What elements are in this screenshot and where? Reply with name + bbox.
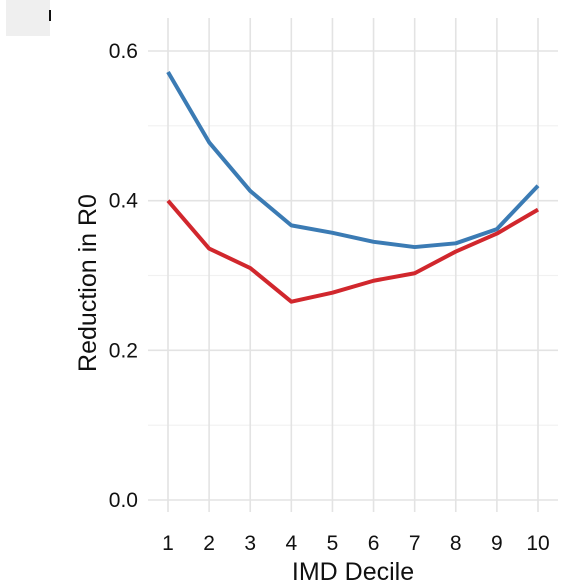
grid-minor — [148, 125, 558, 426]
x-tick-label: 8 — [450, 532, 462, 555]
x-tick-label: 7 — [409, 532, 421, 555]
grid-major — [148, 18, 558, 512]
series-layer — [166, 70, 540, 304]
y-tick-label: 0.2 — [109, 339, 138, 362]
y-tick-label: 0.4 — [109, 190, 139, 213]
x-tick-label: 9 — [491, 532, 503, 555]
y-axis-title: Reduction in R0 — [74, 194, 102, 372]
x-tick-label: 3 — [244, 532, 256, 555]
x-tick-label: 4 — [285, 532, 297, 555]
x-tick-label: 10 — [526, 532, 549, 555]
corner-tab — [6, 0, 50, 36]
x-tick-label: 2 — [203, 532, 215, 555]
x-tick-label: 1 — [162, 532, 174, 555]
y-tick-label: 0.0 — [109, 489, 138, 512]
corner-tick-mark — [49, 10, 51, 21]
y-axis-ticks: 0.0 0.2 0.4 0.6 — [109, 40, 139, 512]
x-tick-label: 6 — [368, 532, 380, 555]
y-tick-label: 0.6 — [109, 40, 138, 63]
x-tick-label: 5 — [327, 532, 339, 555]
series-line-1 — [166, 70, 540, 250]
x-axis-ticks: 1 2 3 4 5 6 7 8 9 10 — [162, 532, 550, 555]
series-line-2 — [166, 199, 540, 304]
x-axis-title: IMD Decile — [292, 558, 414, 582]
